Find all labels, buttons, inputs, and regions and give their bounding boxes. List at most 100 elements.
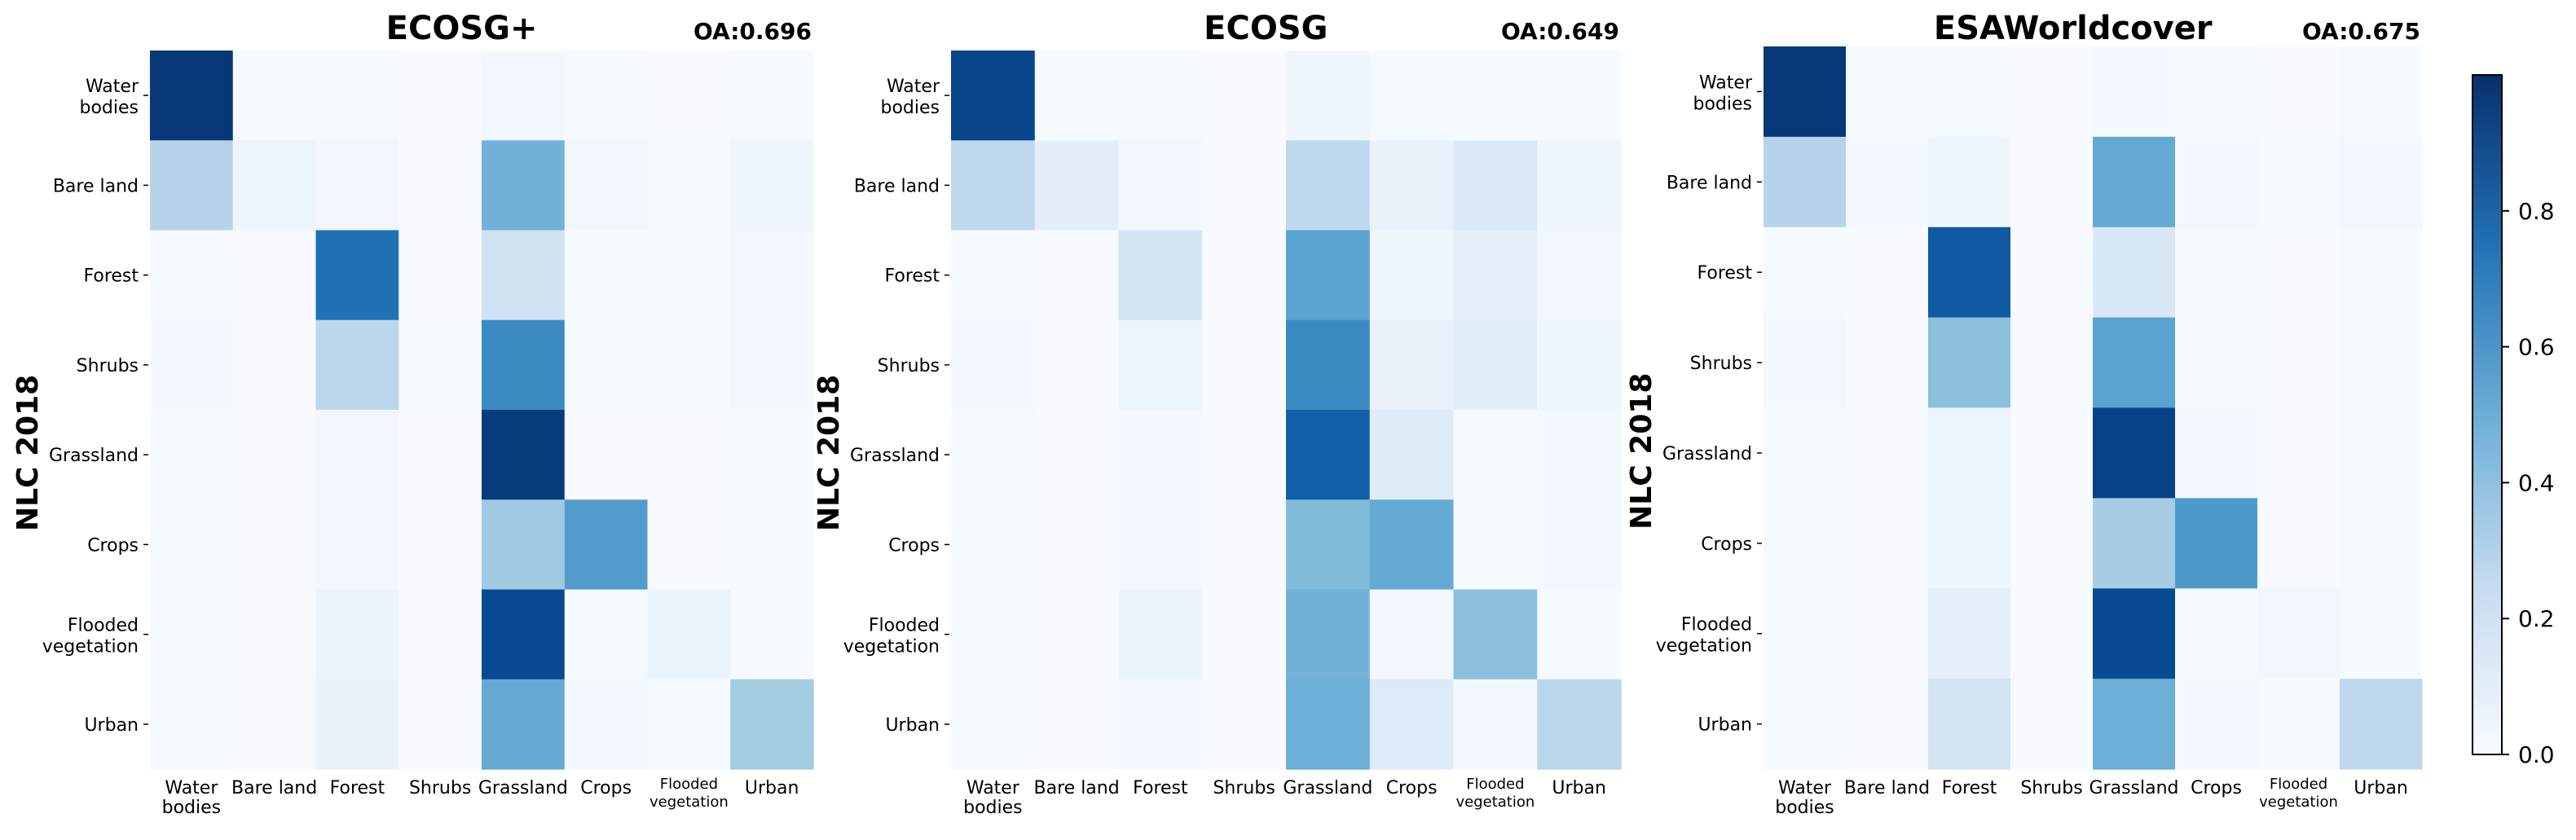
y-tick-label: Grassland [1662,444,1752,464]
heatmap-cell [1928,407,2011,499]
x-tick-label: Urban [2354,778,2408,798]
heatmap-cell [1764,679,1847,770]
heatmap-cell [1118,499,1203,591]
heatmap-cell [1034,410,1120,500]
y-tick-label: Water bodies [1693,73,1753,114]
heatmap-cell [1764,136,1847,228]
heatmap-cell [399,51,482,141]
heatmap-cell [1537,410,1622,500]
heatmap-cell [2093,679,2176,770]
heatmap-cell [951,140,1036,231]
heatmap-cell [399,589,482,680]
x-tick-label: Water bodies [963,778,1023,818]
heatmap-cell [1202,319,1287,411]
heatmap-cell [1369,499,1455,591]
heatmap-cell [315,410,399,500]
heatmap-cell [2010,588,2094,679]
y-tick-label: Forest [83,266,139,287]
panel-title: ECOSG [1204,10,1328,47]
heatmap-cell [1034,319,1120,411]
heatmap-cell [2257,317,2340,409]
heatmap-cell [1846,317,1929,409]
heatmap-cell [1537,499,1622,591]
heatmap-cell [150,140,234,231]
x-tick-label: Shrubs [1213,778,1275,798]
heatmap-cell [1846,588,1929,679]
heatmap-cell [2257,498,2340,589]
heatmap-cell [730,499,814,591]
heatmap-cell [647,230,731,321]
heatmap-cell [232,499,317,591]
heatmap-cell [951,589,1036,680]
heatmap-cell [730,51,814,141]
heatmap-cell [2340,46,2423,138]
colorbar-tick-label: 0.4 [2518,469,2555,496]
x-tick-label: Shrubs [409,778,471,798]
heatmap-cell [647,589,731,680]
heatmap-cell [2257,588,2340,679]
heatmap-cell [2175,588,2258,679]
heatmap-cell [1202,230,1287,321]
y-tick-label: Crops [888,535,940,556]
heatmap-cell [1118,51,1203,141]
heatmap-cell [315,499,399,591]
heatmap-cell [2010,46,2094,138]
heatmap-cell [1286,410,1371,500]
overall-accuracy-label: OA:0.696 [694,18,812,45]
heatmap-cell [1846,226,1929,319]
heatmap-cell [2257,136,2340,228]
heatmap-cell [951,51,1036,141]
heatmap-cell [1537,51,1622,141]
heatmap-cell [1453,499,1538,591]
heatmap-cell [482,140,566,231]
heatmap-cell [315,589,399,680]
heatmap-cell [1118,679,1203,770]
heatmap-cell [2175,226,2258,319]
heatmap-cell [730,230,814,321]
heatmap-cell [1369,230,1455,321]
x-tick-label: Crops [2191,778,2242,798]
y-tick-label: Flooded vegetation [1656,615,1752,657]
heatmap-cell [1537,589,1622,680]
colorbar-tick-label: 0.2 [2518,605,2555,632]
y-tick-label: Water bodies [80,77,139,118]
heatmap-cell [1928,498,2011,589]
heatmap-cell [1846,46,1929,138]
heatmap-cell [2093,498,2176,589]
heatmap-cell [399,319,482,411]
heatmap-cell [1202,499,1287,591]
x-tick-label: Water bodies [1775,778,1834,818]
heatmap-cell [232,230,317,321]
heatmap-cell [315,140,399,231]
heatmap-cell [2010,679,2094,770]
heatmap-cell [2093,46,2176,138]
heatmap-cell [1369,410,1455,500]
heatmap-cell [2175,46,2258,138]
heatmap-cell [1537,230,1622,321]
heatmap-cell [1202,51,1287,141]
y-tick-label: Flooded vegetation [843,616,940,657]
heatmap-cell [647,679,731,770]
y-tick-label: Water bodies [881,77,940,118]
heatmap-cell [482,51,566,141]
colorbar-tick-label: 0.0 [2518,741,2555,768]
panel-title: ECOSG+ [386,10,538,47]
x-tick-label: Forest [1942,778,1997,798]
heatmap-cell [951,499,1036,591]
x-tick-label: Bare land [1844,778,1930,798]
heatmap-cell [951,679,1036,770]
x-tick-label: Grassland [1283,778,1372,798]
heatmap-cell [647,51,731,141]
heatmap-cell [1118,230,1203,321]
x-tick-label: Flooded vegetation [2259,776,2338,811]
heatmap-cell [647,410,731,500]
heatmap-cell [1453,679,1538,770]
x-tick-label: Flooded vegetation [1455,776,1535,811]
heatmap-cell [399,230,482,321]
heatmap-cell [1764,407,1847,499]
y-tick-label: Crops [1701,534,1752,555]
heatmap-cell [150,410,234,500]
heatmap-cell [1286,230,1371,321]
heatmap-cell [1846,407,1929,499]
x-tick-label: Forest [1133,778,1188,798]
